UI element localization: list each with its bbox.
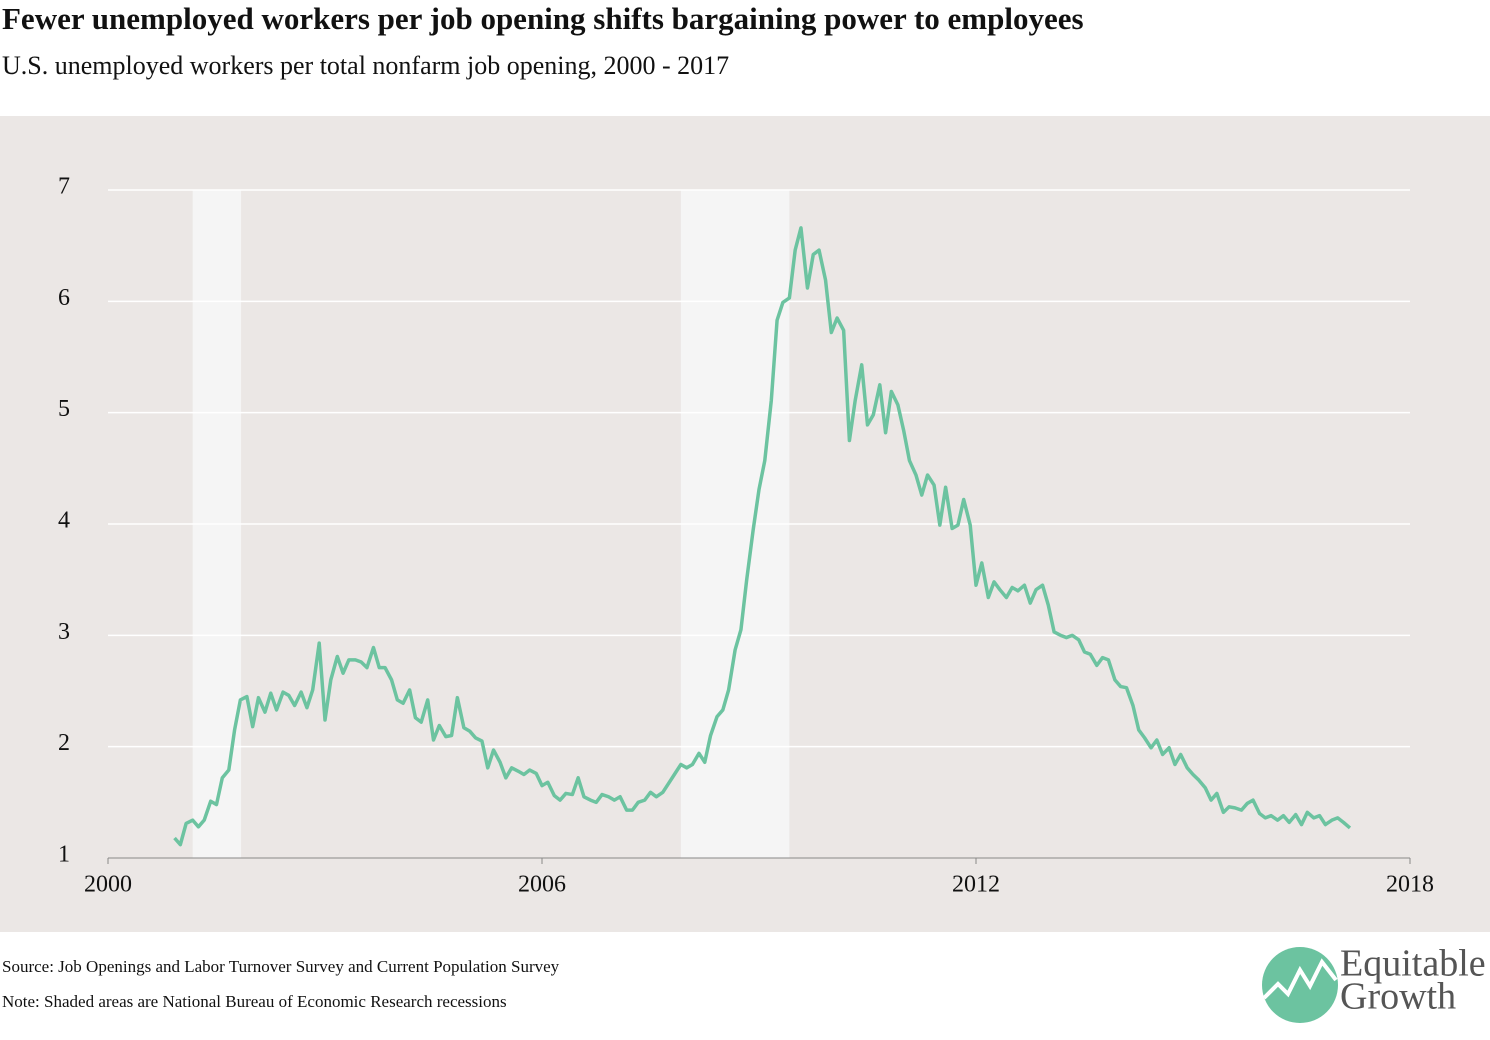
y-tick-label: 7	[58, 174, 70, 200]
x-tick-label: 2006	[518, 872, 566, 898]
logo-text: Equitable	[1340, 943, 1486, 985]
recession-note: Note: Shaded areas are National Bureau o…	[2, 992, 507, 1011]
y-tick-label: 6	[58, 285, 70, 311]
y-tick-label: 4	[58, 508, 70, 534]
y-tick-label: 2	[58, 730, 70, 756]
logo-text: Growth	[1340, 976, 1456, 1018]
y-tick-label: 5	[58, 396, 70, 422]
logo: Equitable Growth	[1262, 943, 1486, 1023]
y-tick-label: 1	[58, 842, 70, 868]
source-note: Source: Job Openings and Labor Turnover …	[2, 957, 560, 976]
data-line	[173, 226, 1352, 847]
chart-subtitle: U.S. unemployed workers per total nonfar…	[2, 51, 729, 80]
x-tick-label: 2000	[84, 872, 132, 898]
x-tick-label: 2018	[1386, 872, 1434, 898]
chart-title: Fewer unemployed workers per job opening…	[2, 1, 1084, 36]
x-tick-label: 2012	[952, 872, 1000, 898]
logo-icon	[1262, 947, 1338, 1023]
y-tick-label: 3	[58, 619, 70, 645]
logo-mark	[1262, 958, 1338, 1000]
